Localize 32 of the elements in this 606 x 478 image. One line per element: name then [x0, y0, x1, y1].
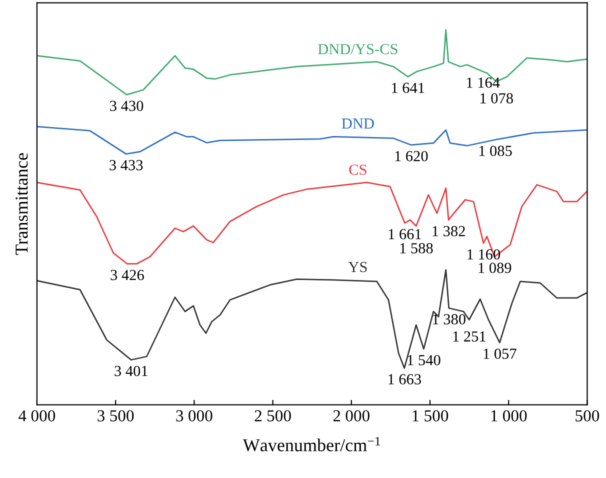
annotation: 1 663 — [388, 374, 421, 384]
x-tick-label: 2 500 — [254, 410, 291, 422]
annotation: 1 251 — [453, 331, 486, 342]
x-tick-label: 500 — [576, 410, 600, 422]
annotation: 1 382 — [432, 226, 465, 236]
annotation: 1 588 — [400, 243, 433, 254]
x-tick-label: 3 500 — [98, 410, 134, 422]
annotation: 1 078 — [480, 93, 513, 104]
series-label: YS — [348, 262, 367, 272]
x-tick-label: 2 000 — [333, 410, 370, 422]
x-tick-label: 3 000 — [176, 410, 212, 422]
annotation: 1 089 — [478, 262, 512, 274]
annotation: 1 057 — [484, 348, 516, 359]
annotation: 3 433 — [110, 160, 143, 170]
annotation: 3 426 — [110, 270, 144, 280]
annotation: 1 540 — [408, 354, 440, 366]
annotation: 1 380 — [433, 314, 466, 324]
series-label: CS — [349, 164, 366, 175]
annotation: 3 401 — [114, 366, 148, 376]
y-axis-title: Transmittance — [16, 153, 28, 255]
x-tick-label: 4 000 — [18, 410, 56, 422]
series-label: DND — [342, 118, 374, 129]
annotation: 1 164 — [466, 78, 500, 88]
series-label: DND/YS-CS — [318, 44, 398, 54]
annotation: 1 620 — [395, 150, 428, 162]
x-tick-label: 1 000 — [491, 410, 527, 422]
annotation: 1 641 — [392, 82, 424, 94]
annotation: 1 085 — [479, 146, 512, 156]
annotation: 3 430 — [110, 100, 144, 112]
x-axis-title: Wavenumber/cm$^{−1}$ — [242, 436, 380, 452]
x-tick-label: 1 500 — [412, 410, 448, 422]
annotation: 1 661 — [388, 229, 421, 240]
